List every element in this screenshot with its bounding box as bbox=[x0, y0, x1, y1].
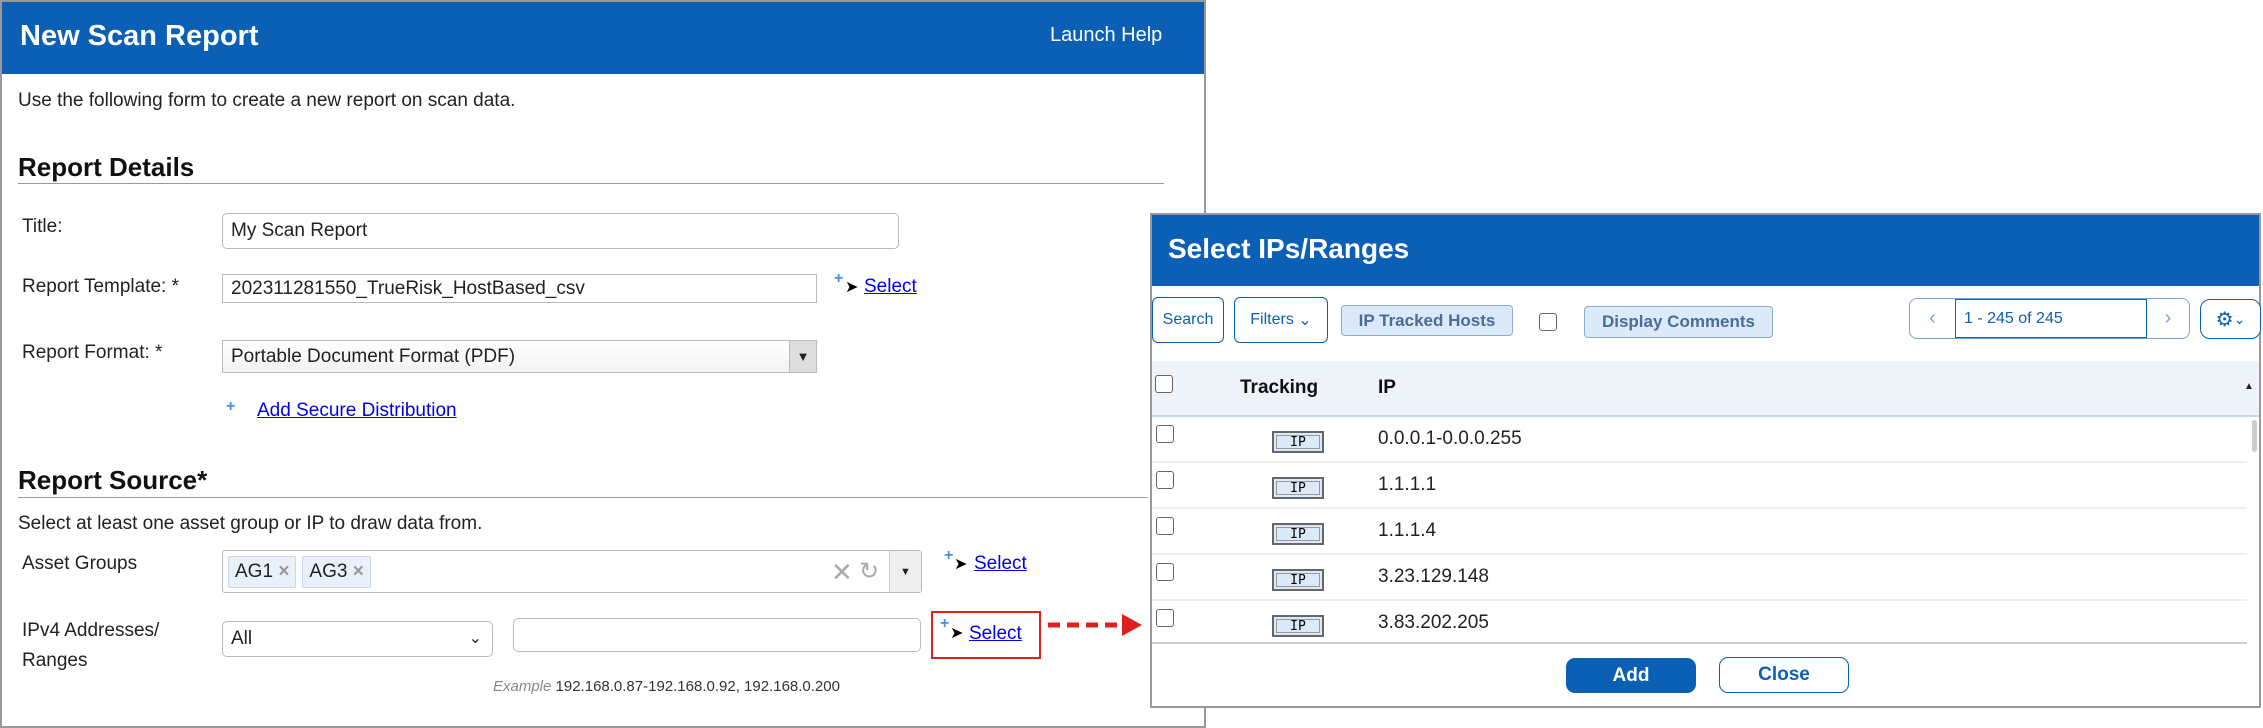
highlight-box: + ➤ Select bbox=[931, 611, 1041, 659]
format-select[interactable]: Portable Document Format (PDF) ▼ bbox=[222, 340, 817, 373]
table-row[interactable]: IP 3.83.202.205 bbox=[1152, 601, 2247, 644]
clear-icon[interactable]: ✕ bbox=[831, 557, 853, 587]
intro-text: Use the following form to create a new r… bbox=[18, 90, 516, 111]
launch-help-link[interactable]: Launch Help bbox=[1050, 24, 1163, 46]
filters-button[interactable]: Filters ⌄ bbox=[1234, 297, 1328, 343]
ipv4-input[interactable] bbox=[513, 618, 921, 652]
new-scan-report-panel: New Scan Report Launch Help Use the foll… bbox=[0, 0, 1206, 728]
dialog-header: Select IPs/Ranges bbox=[1152, 215, 2259, 286]
next-page-icon[interactable]: › bbox=[2164, 307, 2172, 329]
display-comments-tag[interactable]: Display Comments bbox=[1584, 306, 1773, 338]
asset-groups-label: Asset Groups bbox=[22, 553, 138, 574]
chevron-down-icon: ⌄ bbox=[468, 630, 482, 647]
page-range[interactable]: 1 - 245 of 245 bbox=[1955, 299, 2147, 338]
table-row[interactable]: IP 0.0.0.1-0.0.0.255 bbox=[1152, 417, 2247, 463]
refresh-icon[interactable]: ↻ bbox=[859, 558, 880, 585]
ipv4-label: IPv4 Addresses/ bbox=[22, 620, 160, 641]
asset-groups-input[interactable]: AG1 × AG3 × ✕ ↻ ▼ bbox=[222, 550, 922, 593]
scrollbar[interactable] bbox=[2252, 420, 2257, 452]
report-source-heading: Report Source* bbox=[18, 465, 208, 495]
display-comments-checkbox[interactable] bbox=[1539, 313, 1557, 331]
asset-chip: AG3 × bbox=[302, 555, 371, 588]
row-checkbox[interactable] bbox=[1156, 471, 1174, 489]
sort-ascending-icon[interactable]: ▲ bbox=[2244, 381, 2254, 392]
ipv4-select-link[interactable]: Select bbox=[969, 623, 1022, 644]
template-label: Report Template: * bbox=[22, 276, 180, 297]
remove-icon[interactable]: × bbox=[352, 560, 364, 582]
table-row[interactable]: IP 1.1.1.1 bbox=[1152, 463, 2247, 509]
cursor-icon: ➤ bbox=[954, 556, 968, 573]
asset-select-link[interactable]: Select bbox=[974, 553, 1027, 574]
gear-icon: ⚙ bbox=[2215, 308, 2234, 331]
close-button[interactable]: Close bbox=[1719, 657, 1849, 693]
divider bbox=[18, 183, 1164, 184]
ip-tracking-badge: IP bbox=[1272, 431, 1324, 453]
plus-icon: + bbox=[944, 547, 954, 564]
pagination: ‹ 1 - 245 of 245 › bbox=[1909, 298, 2190, 339]
example-text: Example 192.168.0.87-192.168.0.92, 192.1… bbox=[493, 678, 840, 695]
chevron-down-icon: ⌄ bbox=[2233, 310, 2246, 327]
ipv4-label-ranges: Ranges bbox=[22, 650, 88, 671]
column-tracking[interactable]: Tracking bbox=[1240, 377, 1319, 398]
ip-value: 1.1.1.1 bbox=[1378, 474, 1437, 495]
format-value: Portable Document Format (PDF) bbox=[231, 345, 516, 367]
row-checkbox[interactable] bbox=[1156, 563, 1174, 581]
ip-tracking-badge: IP bbox=[1272, 569, 1324, 591]
plus-icon: + bbox=[226, 398, 236, 415]
source-help-text: Select at least one asset group or IP to… bbox=[18, 513, 483, 534]
add-button[interactable]: Add bbox=[1566, 658, 1696, 693]
ip-value: 0.0.0.1-0.0.0.255 bbox=[1378, 428, 1522, 449]
report-details-heading: Report Details bbox=[18, 152, 195, 182]
header: New Scan Report Launch Help bbox=[2, 2, 1204, 74]
remove-icon[interactable]: × bbox=[278, 560, 290, 582]
table-row[interactable]: IP 1.1.1.4 bbox=[1152, 509, 2247, 555]
title-input[interactable]: My Scan Report bbox=[222, 213, 899, 249]
ip-tracking-badge: IP bbox=[1272, 523, 1324, 545]
ip-tracked-hosts-tag[interactable]: IP Tracked Hosts bbox=[1341, 305, 1513, 336]
table-header: Tracking IP ▲ bbox=[1152, 361, 2259, 417]
asset-chip: AG1 × bbox=[228, 555, 297, 588]
ip-value: 3.83.202.205 bbox=[1378, 612, 1489, 633]
search-button[interactable]: Search bbox=[1152, 297, 1224, 343]
divider bbox=[18, 497, 1148, 498]
cursor-icon: ➤ bbox=[845, 279, 859, 296]
previous-page-icon[interactable]: ‹ bbox=[1929, 307, 1936, 329]
dialog-title: Select IPs/Ranges bbox=[1168, 233, 1410, 264]
chevron-down-icon: ⌄ bbox=[1298, 312, 1312, 329]
arrow-icon bbox=[1048, 614, 1142, 636]
plus-icon: + bbox=[940, 615, 950, 632]
dropdown-icon[interactable]: ▼ bbox=[889, 551, 921, 592]
row-checkbox[interactable] bbox=[1156, 517, 1174, 535]
ipv4-mode-select[interactable]: All ⌄ bbox=[222, 621, 493, 657]
select-ips-dialog: Select IPs/Ranges Search Filters ⌄ IP Tr… bbox=[1150, 213, 2261, 708]
table-row[interactable]: IP 3.23.129.148 bbox=[1152, 555, 2247, 601]
ip-tracking-badge: IP bbox=[1272, 477, 1324, 499]
chevron-down-icon[interactable]: ▼ bbox=[789, 341, 816, 372]
select-all-checkbox[interactable] bbox=[1155, 375, 1173, 393]
row-checkbox[interactable] bbox=[1156, 425, 1174, 443]
row-checkbox[interactable] bbox=[1156, 609, 1174, 627]
settings-button[interactable]: ⚙ ⌄ bbox=[2200, 299, 2261, 339]
add-secure-distribution-link[interactable]: Add Secure Distribution bbox=[257, 400, 457, 421]
plus-icon: + bbox=[834, 270, 844, 287]
format-label: Report Format: * bbox=[22, 342, 163, 363]
template-input[interactable]: 202311281550_TrueRisk_HostBased_csv bbox=[222, 274, 817, 303]
title-label: Title: bbox=[22, 216, 63, 237]
template-select-link[interactable]: Select bbox=[864, 276, 917, 297]
ip-value: 1.1.1.4 bbox=[1378, 520, 1437, 541]
ip-value: 3.23.129.148 bbox=[1378, 566, 1489, 587]
ip-tracking-badge: IP bbox=[1272, 615, 1324, 637]
column-ip[interactable]: IP bbox=[1378, 377, 1396, 398]
page-title: New Scan Report bbox=[20, 20, 259, 52]
cursor-icon: ➤ bbox=[950, 625, 964, 642]
